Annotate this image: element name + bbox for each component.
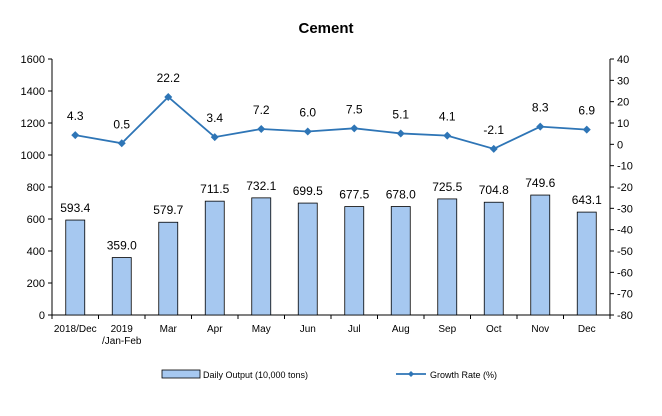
x-tick-label: Dec xyxy=(578,324,596,335)
y-left-tick-label: 800 xyxy=(27,182,45,194)
data-labels: 593.4 359.0 579.7 711.5 732.1 699.5 677.5 678.0… xyxy=(60,71,602,253)
bar xyxy=(204,200,225,316)
x-tick-label: 2018/Dec xyxy=(54,324,97,335)
x-tick-label: Apr xyxy=(207,324,223,335)
y-right-tick-label: -50 xyxy=(617,246,633,258)
y-right-tick-label: 30 xyxy=(617,75,629,87)
bar-label: 704.8 xyxy=(479,183,509,197)
y-right-tick-label: -80 xyxy=(617,310,633,322)
x-tick-label: May xyxy=(252,324,271,335)
x-tick-label: Oct xyxy=(486,324,502,335)
y-left-tick-label: 1600 xyxy=(21,54,45,66)
growth-label: 4.1 xyxy=(439,110,456,124)
y-left-tick-label: 600 xyxy=(27,214,45,226)
bar xyxy=(111,257,132,316)
legend-line-label: Growth Rate (%) xyxy=(430,370,497,380)
bar xyxy=(344,206,365,316)
bar-label: 711.5 xyxy=(200,182,229,196)
y-left-tick-label: 1000 xyxy=(21,150,45,162)
growth-point xyxy=(489,144,498,153)
bar-label: 359.0 xyxy=(107,239,137,253)
bar xyxy=(576,211,597,316)
y-left-tick-label: 1200 xyxy=(21,118,45,130)
bar-label: 725.5 xyxy=(432,180,462,194)
bar-label: 593.4 xyxy=(60,201,90,215)
bar xyxy=(483,201,504,316)
x-tick-label: Nov xyxy=(531,324,549,335)
x-tick-label: Aug xyxy=(392,324,410,335)
bars xyxy=(65,194,597,316)
axes: 02004006008001000120014001600-80-70-60-5… xyxy=(21,54,633,347)
growth-label: 6.9 xyxy=(578,104,595,118)
growth-label: 8.3 xyxy=(532,101,549,115)
y-right-tick-label: -30 xyxy=(617,203,633,215)
bar xyxy=(530,194,551,316)
chart-title: Cement xyxy=(298,20,353,37)
growth-point xyxy=(303,127,312,136)
bar xyxy=(251,197,272,316)
y-right-tick-label: 40 xyxy=(617,54,629,66)
growth-label: 0.5 xyxy=(113,117,130,131)
bar xyxy=(65,219,86,316)
y-left-tick-label: 0 xyxy=(39,310,45,322)
x-tick-label: Sep xyxy=(438,324,456,335)
growth-label: -2.1 xyxy=(483,123,504,137)
legend: Daily Output (10,000 tons) Growth Rate (%… xyxy=(161,369,497,380)
y-right-tick-label: -60 xyxy=(617,267,633,279)
bar xyxy=(390,206,411,316)
growth-line xyxy=(71,92,591,153)
y-right-tick-label: -70 xyxy=(617,289,633,301)
legend-bar-label: Daily Output (10,000 tons) xyxy=(203,370,308,380)
y-right-tick-label: -20 xyxy=(617,182,633,194)
bar-label: 677.5 xyxy=(339,188,369,202)
y-right-tick-label: -10 xyxy=(617,161,633,173)
x-tick-label: Jun xyxy=(300,324,316,335)
growth-point xyxy=(350,124,359,133)
growth-point xyxy=(257,124,266,133)
y-right-tick-label: 20 xyxy=(617,97,629,109)
growth-label: 7.2 xyxy=(253,103,270,117)
x-tick-label: 2019/Jan-Feb xyxy=(102,324,142,347)
growth-point xyxy=(536,122,545,131)
y-left-tick-label: 1400 xyxy=(21,86,45,98)
y-right-tick-label: 10 xyxy=(617,118,629,130)
growth-label: 4.3 xyxy=(67,109,84,123)
growth-label: 3.4 xyxy=(206,111,223,125)
bar-label: 749.6 xyxy=(525,176,555,190)
x-tick-label: Mar xyxy=(160,324,178,335)
growth-point xyxy=(71,131,80,140)
growth-label: 6.0 xyxy=(299,106,316,120)
y-right-tick-label: -40 xyxy=(617,225,633,237)
growth-point xyxy=(396,129,405,138)
growth-point xyxy=(117,139,126,148)
growth-line-path xyxy=(75,95,587,150)
growth-point xyxy=(210,133,219,142)
bar-label: 699.5 xyxy=(293,184,323,198)
legend-bar-swatch xyxy=(161,369,201,379)
legend-line-marker xyxy=(408,371,414,377)
bar-label: 643.1 xyxy=(572,193,602,207)
bar xyxy=(297,202,318,316)
bar xyxy=(437,198,458,316)
y-left-tick-label: 200 xyxy=(27,278,45,290)
bar-label: 579.7 xyxy=(153,203,183,217)
y-right-tick-label: 0 xyxy=(617,139,623,151)
growth-label: 5.1 xyxy=(392,107,409,121)
bar-label: 678.0 xyxy=(386,188,416,202)
y-left-tick-label: 400 xyxy=(27,246,45,258)
bar xyxy=(158,221,179,316)
growth-point xyxy=(582,125,591,134)
x-tick-label: Jul xyxy=(348,324,361,335)
growth-point xyxy=(164,92,173,101)
growth-label: 7.5 xyxy=(346,102,363,116)
growth-label: 22.2 xyxy=(157,71,181,85)
growth-point xyxy=(443,131,452,140)
bar-label: 732.1 xyxy=(246,179,276,193)
